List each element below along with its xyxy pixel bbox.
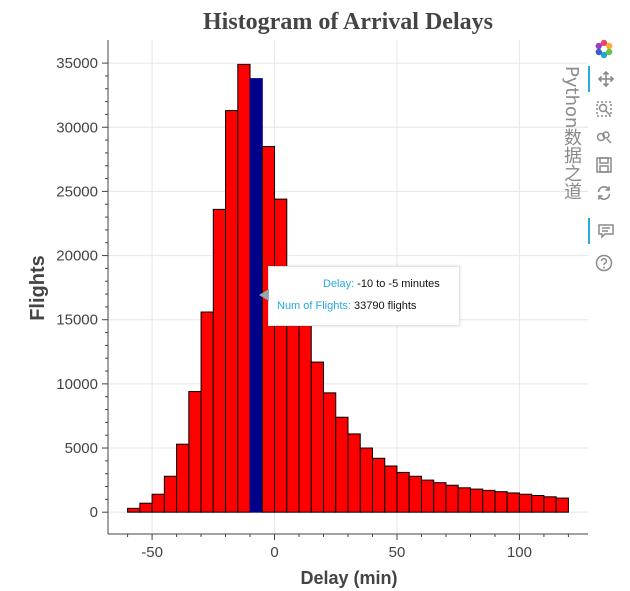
histogram-bar[interactable]	[225, 110, 239, 513]
histogram-bar[interactable]	[335, 416, 349, 513]
y-tick-label: 35000	[56, 55, 98, 72]
histogram-bar[interactable]	[200, 311, 214, 513]
histogram-bar[interactable]	[433, 482, 447, 513]
histogram-bar[interactable]	[494, 491, 508, 513]
histogram-bar[interactable]	[323, 392, 337, 513]
help-icon[interactable]	[588, 250, 620, 276]
histogram-bar[interactable]	[506, 492, 520, 513]
x-tick-label: 50	[389, 544, 406, 561]
histogram-bar[interactable]	[408, 475, 422, 513]
save-icon[interactable]	[588, 152, 620, 178]
tooltip-delay-key: Delay:	[323, 278, 355, 290]
tooltip-arrow	[259, 289, 269, 301]
histogram-bar[interactable]	[347, 433, 361, 513]
histogram-bar[interactable]	[531, 495, 545, 513]
tooltip-flights-value: 33790 flights	[354, 300, 417, 312]
histogram-bar[interactable]	[151, 493, 165, 513]
x-tick-label: 0	[270, 544, 278, 561]
x-tick-label: -50	[141, 544, 163, 561]
bars-group[interactable]	[127, 63, 569, 513]
tooltip-delay-value: -10 to -5 minutes	[357, 278, 440, 290]
histogram-bar[interactable]	[212, 208, 227, 513]
histogram-bar[interactable]	[274, 198, 288, 513]
pan-icon[interactable]	[588, 66, 622, 92]
histogram-bar[interactable]	[371, 457, 386, 513]
histogram-bar[interactable]	[420, 479, 435, 513]
tooltip-flights-key: Num of Flights:	[277, 300, 351, 312]
histogram-bar[interactable]	[482, 489, 496, 513]
ticks-group: -50 0 50 100 0 5000 10000 15000 20000 25000 30000 3…	[56, 55, 569, 561]
histogram-bar[interactable]	[237, 63, 251, 513]
histogram-bar[interactable]	[543, 496, 557, 513]
reset-icon[interactable]	[588, 180, 620, 206]
hover-icon[interactable]	[588, 218, 622, 244]
histogram-bar[interactable]	[261, 145, 276, 513]
y-axis-label: Flights	[27, 255, 49, 321]
histogram-bar[interactable]	[445, 484, 459, 513]
x-tick-label: 100	[507, 544, 532, 561]
watermark-text: Python数据之道	[561, 66, 582, 201]
histogram-bar[interactable]	[359, 447, 373, 513]
y-tick-label: 5000	[65, 440, 98, 457]
histogram-bar[interactable]	[298, 319, 312, 513]
chart-title: Histogram of Arrival Delays	[203, 9, 493, 35]
histogram-bar[interactable]	[555, 497, 569, 513]
histogram-bar[interactable]	[396, 471, 410, 513]
histogram-bar[interactable]	[518, 493, 533, 513]
histogram-bar[interactable]	[127, 507, 141, 513]
histogram-bar[interactable]	[139, 502, 153, 513]
y-tick-label: 0	[90, 504, 98, 521]
hover-tooltip: Delay: -10 to -5 minutes Num of Flights:…	[259, 266, 460, 326]
histogram-bar[interactable]	[163, 475, 178, 513]
y-tick-label: 25000	[56, 183, 98, 200]
wheel-zoom-icon[interactable]	[588, 124, 620, 150]
y-tick-label: 10000	[56, 376, 98, 393]
histogram-bar[interactable]	[176, 443, 190, 513]
y-tick-label: 20000	[56, 248, 98, 265]
x-axis-label: Delay (min)	[300, 568, 397, 588]
histogram-bar[interactable]	[469, 488, 484, 513]
histogram-bar[interactable]	[188, 391, 202, 513]
box-zoom-icon[interactable]	[588, 96, 620, 122]
chart-toolbar	[588, 36, 622, 286]
histogram-bar[interactable]	[384, 465, 398, 513]
histogram-bar[interactable]	[457, 487, 471, 513]
bokeh-logo-icon[interactable]	[588, 36, 620, 62]
y-tick-label: 15000	[56, 312, 98, 329]
y-tick-label: 30000	[56, 119, 98, 136]
histogram-bar[interactable]	[310, 361, 325, 513]
